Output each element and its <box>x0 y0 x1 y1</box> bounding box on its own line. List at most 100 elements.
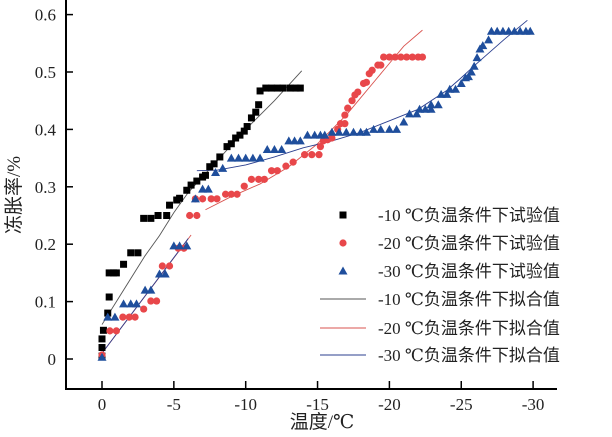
legend-marker <box>338 266 348 275</box>
data-point-series-2 <box>97 352 107 361</box>
data-point-series-1 <box>267 167 276 175</box>
data-point-series-0 <box>240 127 248 135</box>
data-point-series-0 <box>99 326 107 334</box>
data-point-series-0 <box>98 335 106 343</box>
legend-label: -10 ℃负温条件下试验值 <box>378 206 560 225</box>
data-point-series-1 <box>377 61 385 69</box>
data-point-series-2 <box>356 127 366 136</box>
data-point-series-2 <box>160 269 170 278</box>
data-point-series-0 <box>154 212 162 219</box>
axes <box>65 0 557 390</box>
data-point-series-1 <box>233 190 241 198</box>
x-tick-label: -25 <box>450 395 473 414</box>
legend-item-3: -10 ℃负温条件下拟合值 <box>320 290 560 309</box>
data-point-series-1 <box>213 195 221 203</box>
data-point-series-2 <box>466 67 476 76</box>
data-point-series-1 <box>240 182 248 190</box>
data-point-series-2 <box>284 136 294 145</box>
data-point-series-1 <box>289 158 297 166</box>
data-point-series-1 <box>147 297 155 305</box>
ticks: 0 -5 -10 -15 -20 -25 -30 0 0.1 0.2 0.3 0.4 0.5 0.6 <box>35 6 545 414</box>
data-point-series-2 <box>504 26 514 35</box>
data-point-series-2 <box>218 163 228 172</box>
data-point-series-2 <box>463 72 473 81</box>
data-point-series-2 <box>182 241 192 250</box>
data-point-series-2 <box>203 184 213 193</box>
data-point-series-2 <box>478 41 488 50</box>
data-point-series-2 <box>472 53 482 62</box>
data-point-series-1 <box>368 66 376 74</box>
data-point-series-0 <box>232 134 240 142</box>
data-point-series-2 <box>119 299 129 308</box>
data-point-series-1 <box>385 53 393 61</box>
data-point-series-2 <box>492 26 502 35</box>
legend-label: -30 ℃负温条件下拟合值 <box>378 346 560 365</box>
data-point-series-1 <box>193 211 201 220</box>
data-point-series-2 <box>509 26 519 35</box>
legend-item-2: -30 ℃负温条件下试验值 <box>338 262 560 281</box>
data-point-series-2 <box>190 194 200 203</box>
data-point-series-0 <box>279 84 287 92</box>
data-point-series-0 <box>112 269 120 277</box>
data-point-series-1 <box>186 211 194 220</box>
data-point-series-2 <box>433 100 443 109</box>
data-point-series-2 <box>515 26 525 35</box>
data-point-series-0 <box>105 293 113 301</box>
y-tick-label: 0.4 <box>35 120 57 139</box>
data-point-series-1 <box>198 195 207 203</box>
plot-area <box>97 19 535 361</box>
x-tick-label: -30 <box>522 395 545 414</box>
data-point-series-2 <box>327 127 337 136</box>
legend-label: -10 ℃负温条件下拟合值 <box>378 290 560 309</box>
data-point-series-1 <box>348 97 356 105</box>
data-point-series-2 <box>384 124 394 133</box>
data-point-series-1 <box>260 175 268 183</box>
data-point-series-0 <box>176 194 184 202</box>
data-point-series-2 <box>484 35 494 44</box>
data-point-series-1 <box>158 262 166 270</box>
data-point-series-2 <box>126 299 136 308</box>
data-point-series-2 <box>103 312 113 321</box>
data-point-series-1 <box>308 151 316 159</box>
data-point-series-2 <box>169 241 179 250</box>
data-point-series-2 <box>131 299 141 308</box>
data-point-series-2 <box>295 136 305 145</box>
data-point-series-0 <box>163 212 171 219</box>
data-point-series-2 <box>486 26 496 35</box>
y-tick-label: 0 <box>48 350 57 369</box>
data-point-series-1 <box>315 151 323 159</box>
data-point-series-0 <box>223 143 231 151</box>
legend-marker <box>339 239 347 247</box>
data-point-series-1 <box>328 134 336 142</box>
data-point-series-2 <box>241 153 251 162</box>
data-point-series-2 <box>445 84 455 93</box>
data-point-series-1 <box>354 88 362 96</box>
y-tick-label: 0.6 <box>35 6 56 25</box>
data-point-series-1 <box>341 120 349 128</box>
y-tick-label: 0.2 <box>35 235 56 254</box>
data-point-series-1 <box>106 327 114 335</box>
data-point-series-0 <box>147 214 155 222</box>
data-point-series-2 <box>269 144 279 153</box>
data-point-series-2 <box>154 269 164 278</box>
data-point-series-0 <box>247 114 255 122</box>
data-point-series-1 <box>247 175 256 183</box>
data-point-series-2 <box>226 153 236 162</box>
data-point-series-0 <box>268 84 276 92</box>
data-point-series-2 <box>392 124 402 133</box>
data-point-series-1 <box>273 167 281 175</box>
data-point-series-0 <box>286 84 294 92</box>
data-point-series-2 <box>436 89 446 98</box>
data-point-series-2 <box>405 109 415 118</box>
data-point-series-2 <box>341 127 351 136</box>
data-point-series-0 <box>166 201 174 209</box>
data-point-series-1 <box>131 313 139 321</box>
data-point-series-2 <box>255 153 265 162</box>
x-tick-label: -15 <box>306 395 329 414</box>
data-point-series-1 <box>301 151 309 159</box>
data-point-series-0 <box>120 260 128 268</box>
data-point-series-1 <box>153 297 161 305</box>
data-point-series-0 <box>216 153 224 161</box>
data-point-series-2 <box>211 167 221 176</box>
legend-marker <box>339 211 347 219</box>
